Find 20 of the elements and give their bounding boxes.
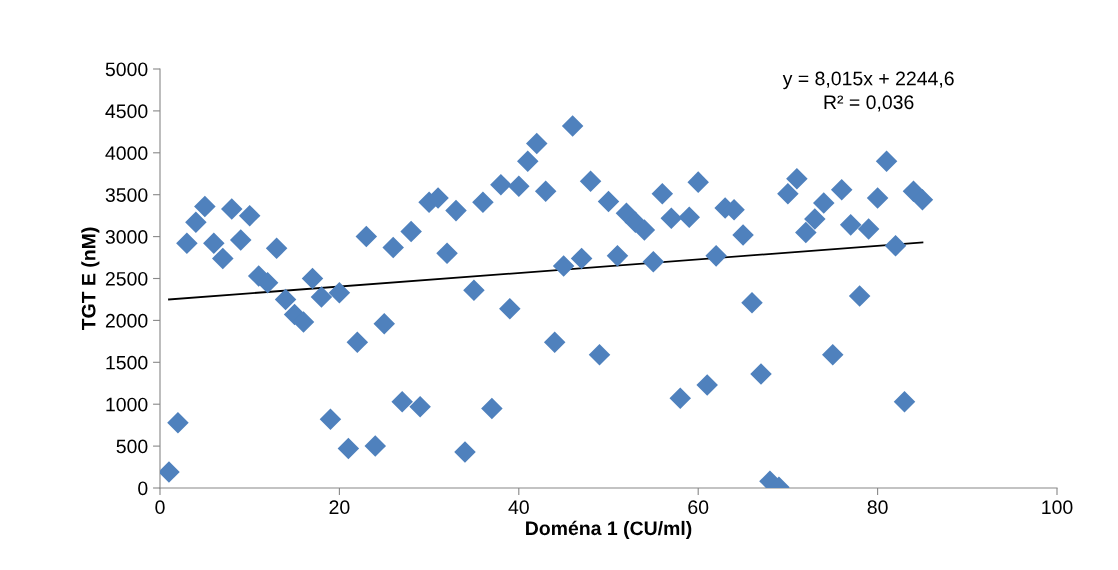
y-tick-label: 2500: [105, 271, 148, 286]
x-tick-label: 20: [329, 500, 350, 515]
x-tick-label: 40: [508, 500, 529, 515]
y-tick-label: 4500: [105, 104, 148, 119]
y-tick-label: 3000: [105, 230, 148, 244]
x-tick-label: 100: [1042, 500, 1073, 515]
y-tick-label: 4000: [105, 146, 148, 161]
y-tick-label: 5000: [105, 62, 148, 77]
y-tick-label: 1000: [106, 397, 148, 412]
x-axis-title: Doména 1 (CU/ml): [526, 520, 692, 540]
y-tick-label: 0: [138, 481, 148, 496]
x-tick-label: 80: [867, 500, 888, 515]
y-tick-label: 500: [116, 439, 148, 454]
y-tick-label: 3500: [105, 188, 148, 202]
y-tick-label: 2000: [105, 313, 148, 328]
x-tick-label: 0: [155, 500, 165, 515]
y-axis-title: TGT E (nM): [81, 227, 100, 331]
y-tick-label: 1500: [106, 355, 148, 370]
x-tick-label: 60: [688, 500, 709, 515]
annotation: y = 8,015x + 2244,6 R² = 0,036: [782, 71, 954, 112]
